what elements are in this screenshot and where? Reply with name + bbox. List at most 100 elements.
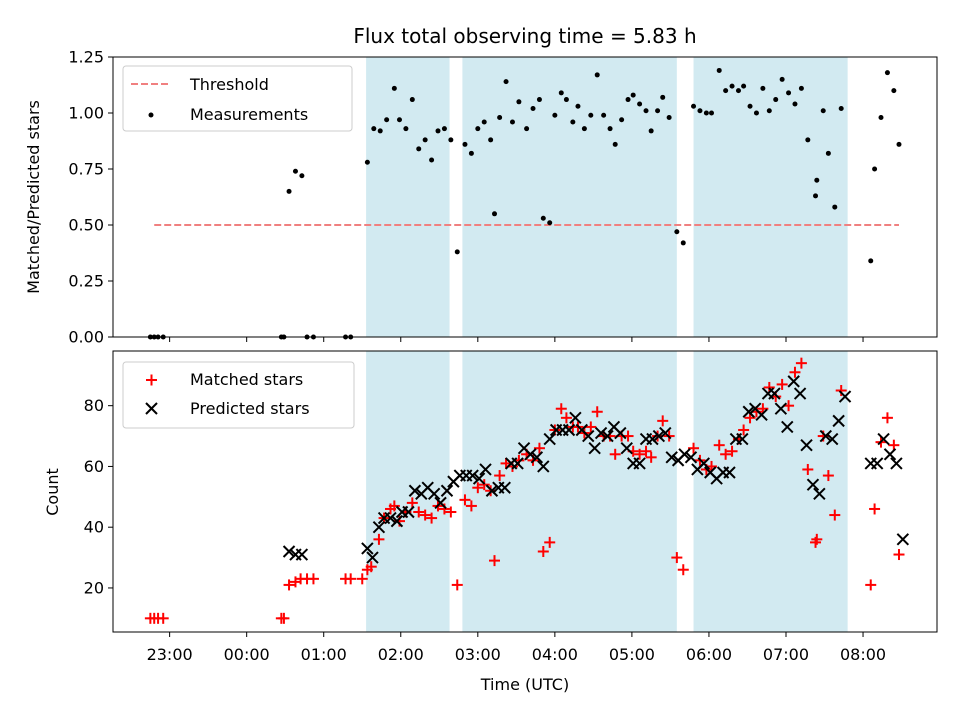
predicted-star-point [372, 520, 386, 534]
measurement-point [540, 215, 546, 221]
matched-star-point [465, 500, 477, 512]
predicted-star-point [665, 451, 678, 464]
predicted-star-point [870, 457, 884, 470]
measurement-point [709, 110, 715, 116]
measurement-point [779, 76, 785, 82]
bottom-legend: Matched stars Predicted stars [122, 361, 355, 429]
matched-star-point [438, 503, 450, 515]
x-tick-label: 07:00 [763, 645, 809, 664]
measurements-legend-label: Measurements [190, 105, 308, 124]
predicted-star-point [562, 423, 576, 437]
measurement-point [536, 97, 542, 103]
measurement-point [891, 88, 897, 94]
matched-stars-series [144, 357, 905, 624]
predicted-star-point [511, 457, 524, 470]
matched-star-point [835, 384, 847, 396]
predicted-star-point [787, 375, 800, 388]
measurement-point [435, 128, 441, 134]
matched-star-point [811, 533, 823, 545]
matched-star-point [307, 573, 319, 585]
measurement-point [792, 101, 798, 107]
x-tick-label: 04:00 [532, 645, 578, 664]
matched-star-point [802, 463, 814, 475]
measurement-point [674, 229, 680, 235]
matched-star-point [472, 482, 484, 494]
measurement-point [488, 137, 494, 143]
measurement-point [666, 114, 672, 120]
matched-star-point [157, 612, 169, 624]
x-axis-label: Time (UTC) [480, 675, 569, 694]
measurement-point [723, 88, 729, 94]
measurement-point [607, 126, 613, 132]
predicted-star-point [594, 426, 608, 440]
predicted-star-point [530, 451, 544, 464]
measurement-point [396, 117, 402, 123]
predicted-star-point [614, 426, 627, 440]
predicted-star-point [877, 432, 890, 446]
top-panel: Flux total observing time = 5.83 h 0.000… [24, 24, 938, 347]
measurement-point [716, 67, 722, 73]
measurement-point [798, 85, 804, 91]
predicted-star-point [472, 472, 486, 485]
observing-period-band [693, 351, 848, 632]
top-plot-frame [112, 56, 938, 338]
measurement-point [760, 85, 766, 91]
matched-legend-marker [146, 374, 157, 386]
matched-star-point [585, 421, 597, 433]
measurement-point [481, 119, 487, 125]
matched-star-point [365, 561, 377, 573]
predicted-star-point [755, 408, 768, 422]
measurement-point [468, 150, 474, 156]
matched-star-point [822, 470, 834, 482]
predicted-star-point [684, 451, 698, 464]
measurement-point [475, 126, 481, 132]
bottom-legend-box [122, 361, 355, 429]
matched-star-point [609, 448, 621, 460]
measurement-point [422, 137, 428, 143]
predicted-star-point [736, 432, 749, 446]
matched-star-point [419, 509, 431, 521]
measurement-point [492, 211, 498, 217]
predicted-star-point [793, 387, 807, 400]
x-tick-label: 23:00 [147, 645, 193, 664]
measurement-point [364, 159, 370, 165]
measurement-point [630, 92, 636, 98]
predicted-star-point [633, 457, 646, 470]
predicted-star-point [806, 478, 820, 491]
predicted-star-point [678, 448, 691, 461]
measurement-point [838, 106, 844, 112]
top-legend: Threshold Measurements [122, 65, 353, 132]
observing-period-band [366, 57, 450, 337]
predicted-legend-label: Predicted stars [190, 399, 310, 418]
measurement-point [377, 128, 383, 134]
matched-star-point [657, 415, 669, 427]
bottom-shaded-periods [366, 351, 848, 632]
matched-star-point [489, 555, 501, 567]
measurement-point [570, 119, 576, 125]
matched-star-point [537, 545, 549, 557]
x-tick-label: 00:00 [224, 645, 270, 664]
matched-star-point [459, 494, 471, 506]
predicted-star-point [434, 496, 447, 510]
matched-star-point [713, 439, 725, 451]
measurement-point [454, 249, 460, 255]
measurement-point [558, 90, 564, 96]
y-tick-label: 0.25 [68, 272, 104, 291]
measurement-point [660, 94, 666, 100]
measurements-legend-marker [148, 112, 154, 118]
x-tick-label: 06:00 [686, 645, 732, 664]
predicted-star-point [366, 551, 379, 564]
matched-star-point [881, 412, 893, 424]
observing-period-band [462, 57, 677, 337]
predicted-star-point [440, 484, 454, 497]
measurement-point [575, 103, 581, 109]
predicted-star-point [537, 460, 550, 473]
measurement-point [462, 141, 468, 147]
matched-star-point [720, 448, 732, 460]
measurement-point [637, 101, 643, 107]
matched-star-point [356, 573, 368, 585]
measurement-point [416, 146, 422, 152]
measurement-point [741, 83, 747, 89]
measurement-point [409, 97, 415, 103]
matched-star-point [640, 445, 652, 457]
